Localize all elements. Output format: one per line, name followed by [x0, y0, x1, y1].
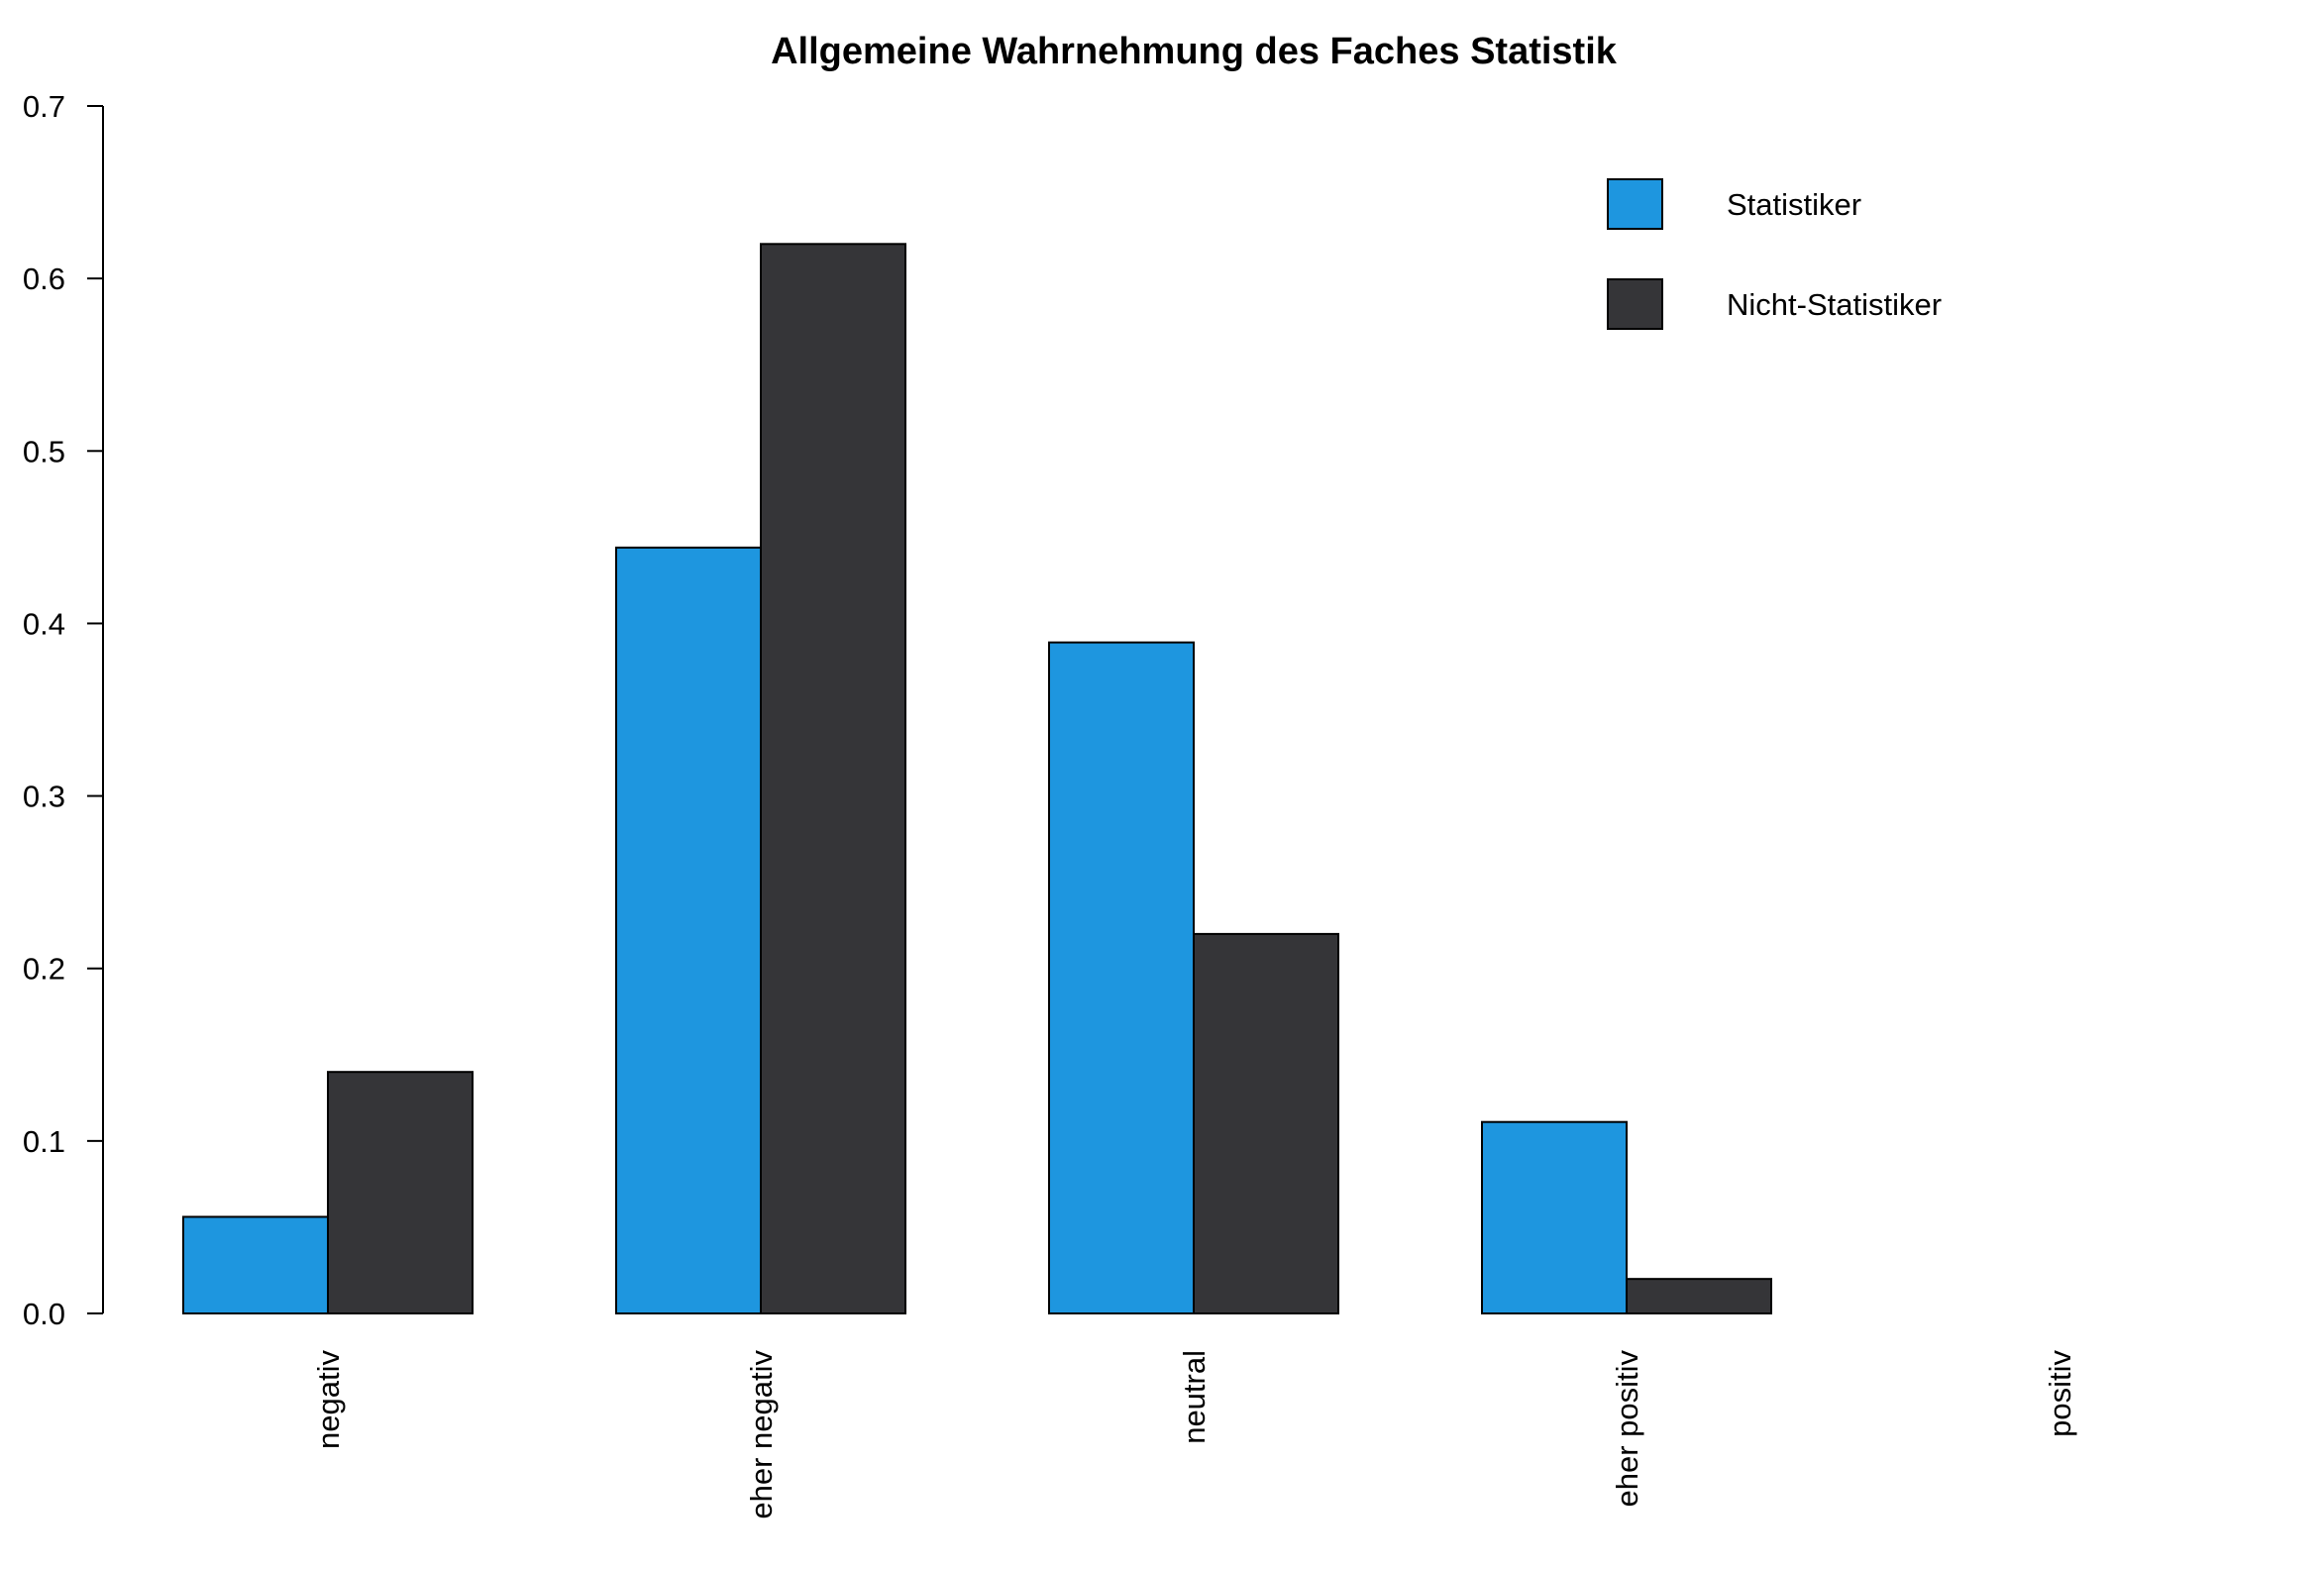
bar [615, 546, 762, 1314]
bars-group [182, 243, 1772, 1315]
x-axis-labels: negativ eher negativ neutral eher positiv po… [311, 1350, 2077, 1519]
y-axis: 0.0 0.1 0.2 0.3 0.4 0.5 0.6 0.7 [23, 89, 104, 1331]
y-tick-label: 0.6 [23, 262, 65, 296]
bar [1481, 1120, 1628, 1314]
y-tick-label: 0.0 [23, 1297, 65, 1331]
bar [1193, 932, 1339, 1315]
y-tick-label: 0.4 [23, 606, 65, 641]
y-tick-label: 0.5 [23, 434, 65, 469]
bar [1626, 1278, 1772, 1314]
x-tick-label: positiv [2043, 1350, 2077, 1437]
bar [1048, 641, 1195, 1314]
legend-label: Nicht-Statistiker [1727, 287, 1942, 322]
y-tick-label: 0.7 [23, 89, 65, 124]
legend: Statistiker Nicht-Statistiker [1607, 178, 1942, 330]
x-tick-label: neutral [1177, 1350, 1212, 1444]
bar [327, 1071, 474, 1314]
legend-label: Statistiker [1727, 187, 1861, 222]
legend-swatch [1607, 278, 1663, 330]
bar [182, 1215, 329, 1314]
chart-title: Allgemeine Wahrnehmung des Faches Statis… [771, 31, 1618, 72]
x-tick-label: eher positiv [1610, 1350, 1644, 1508]
x-tick-label: negativ [311, 1350, 346, 1449]
x-tick-label: eher negativ [744, 1350, 779, 1519]
y-tick-label: 0.3 [23, 780, 65, 814]
y-tick-label: 0.2 [23, 952, 65, 987]
legend-swatch [1607, 178, 1663, 230]
bar [760, 243, 906, 1314]
y-tick-label: 0.1 [23, 1124, 65, 1159]
